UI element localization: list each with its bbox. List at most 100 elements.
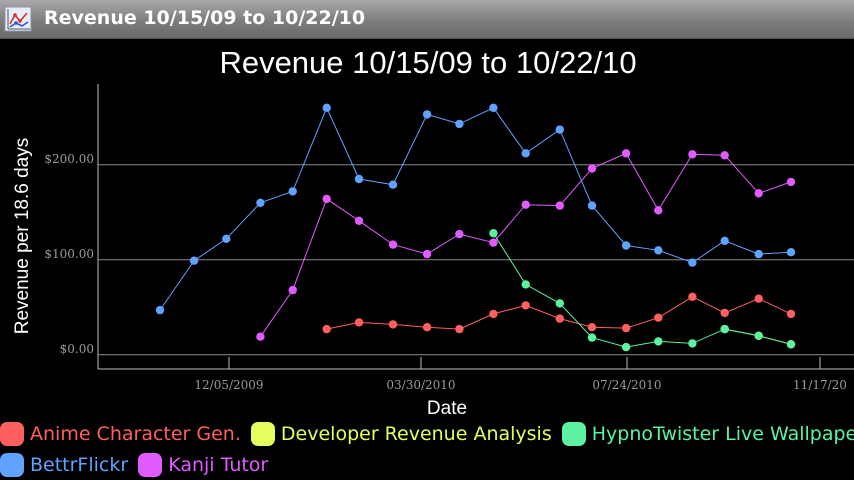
- data-point: [721, 309, 729, 317]
- data-point: [688, 258, 696, 266]
- y-tick-label: $100.00: [44, 247, 94, 261]
- data-point: [455, 325, 463, 333]
- data-point: [556, 201, 564, 209]
- legend: Anime Character Gen. Developer Revenue A…: [0, 418, 854, 480]
- data-point: [588, 333, 596, 341]
- legend-swatch: [0, 453, 24, 477]
- window-title: Revenue 10/15/09 to 10/22/10: [44, 7, 365, 29]
- data-point: [556, 299, 564, 307]
- legend-swatch: [251, 422, 275, 446]
- data-point: [755, 250, 763, 258]
- y-axis-label: Revenue per 18.6 days: [12, 138, 33, 334]
- data-point: [156, 306, 164, 314]
- data-point: [622, 324, 630, 332]
- data-point: [190, 257, 198, 265]
- data-point: [688, 293, 696, 301]
- legend-item-hypnotwister-live-wallpaper: HypnoTwister Live Wallpaper: [562, 422, 854, 446]
- data-point: [556, 125, 564, 133]
- grid: $0.00 $100.00 $200.00: [44, 152, 854, 356]
- legend-swatch: [0, 422, 24, 446]
- data-point: [787, 310, 795, 318]
- chart-title: Revenue 10/15/09 to 10/22/10: [219, 45, 636, 80]
- data-point: [289, 187, 297, 195]
- legend-row-1: Anime Character Gen. Developer Revenue A…: [0, 419, 854, 449]
- data-point: [455, 230, 463, 238]
- data-point: [588, 201, 596, 209]
- data-point: [522, 149, 530, 157]
- legend-label: Kanji Tutor: [168, 454, 268, 476]
- data-point: [323, 104, 331, 112]
- series-layer: [156, 104, 795, 352]
- data-point: [755, 189, 763, 197]
- x-axis-label: Date: [427, 398, 467, 418]
- data-point: [622, 149, 630, 157]
- x-tick-label: 07/24/2010: [592, 378, 661, 392]
- series-line: [160, 108, 791, 310]
- data-point: [355, 217, 363, 225]
- x-tick-label: 12/05/2009: [194, 378, 263, 392]
- data-point: [522, 301, 530, 309]
- window-titlebar: Revenue 10/15/09 to 10/22/10: [0, 0, 854, 39]
- data-point: [654, 314, 662, 322]
- revenue-chart: $0.00 $100.00 $200.00 12/05/2009 03/30/2010…: [0, 39, 854, 418]
- data-point: [355, 175, 363, 183]
- data-point: [787, 178, 795, 186]
- x-tick-label: 03/30/2010: [386, 378, 455, 392]
- data-point: [489, 238, 497, 246]
- legend-row-2: BettrFlickr Kanji Tutor: [0, 450, 278, 480]
- legend-label: BettrFlickr: [30, 454, 128, 476]
- legend-label: Developer Revenue Analysis: [281, 423, 552, 445]
- legend-label: HypnoTwister Live Wallpaper: [592, 423, 854, 445]
- data-point: [654, 246, 662, 254]
- data-point: [423, 250, 431, 258]
- data-point: [389, 181, 397, 189]
- data-point: [323, 325, 331, 333]
- data-point: [522, 280, 530, 288]
- data-point: [622, 343, 630, 351]
- data-point: [389, 240, 397, 248]
- series-kanji-tutor: [256, 149, 795, 341]
- data-point: [588, 164, 596, 172]
- legend-item-bettrflickr: BettrFlickr: [0, 453, 128, 477]
- legend-swatch: [138, 453, 162, 477]
- series-hypnotwister-live-wallpaper: [489, 229, 795, 351]
- data-point: [556, 314, 564, 322]
- data-point: [688, 339, 696, 347]
- data-point: [389, 320, 397, 328]
- data-point: [256, 199, 264, 207]
- data-point: [222, 235, 230, 243]
- data-point: [489, 229, 497, 237]
- data-point: [423, 110, 431, 118]
- data-point: [489, 104, 497, 112]
- data-point: [423, 323, 431, 331]
- data-point: [355, 318, 363, 326]
- data-point: [721, 237, 729, 245]
- y-tick-label: $0.00: [60, 342, 94, 356]
- data-point: [622, 241, 630, 249]
- data-point: [323, 195, 331, 203]
- data-point: [455, 120, 463, 128]
- data-point: [522, 201, 530, 209]
- data-point: [489, 310, 497, 318]
- data-point: [588, 323, 596, 331]
- legend-swatch: [562, 422, 586, 446]
- data-point: [755, 332, 763, 340]
- data-point: [256, 333, 264, 341]
- line-chart-icon: [4, 6, 32, 32]
- data-point: [721, 325, 729, 333]
- legend-item-anime-character-gen: Anime Character Gen.: [0, 422, 241, 446]
- series-bettrflickr: [156, 104, 795, 315]
- x-tick-label: 11/17/20: [793, 378, 847, 392]
- y-tick-label: $200.00: [44, 152, 94, 166]
- data-point: [755, 295, 763, 303]
- data-point: [787, 340, 795, 348]
- legend-label: Anime Character Gen.: [30, 423, 241, 445]
- data-point: [721, 151, 729, 159]
- data-point: [688, 150, 696, 158]
- data-point: [654, 337, 662, 345]
- legend-item-developer-revenue-analysis: Developer Revenue Analysis: [251, 422, 552, 446]
- data-point: [787, 248, 795, 256]
- legend-item-kanji-tutor: Kanji Tutor: [138, 453, 268, 477]
- data-point: [289, 286, 297, 294]
- data-point: [654, 206, 662, 214]
